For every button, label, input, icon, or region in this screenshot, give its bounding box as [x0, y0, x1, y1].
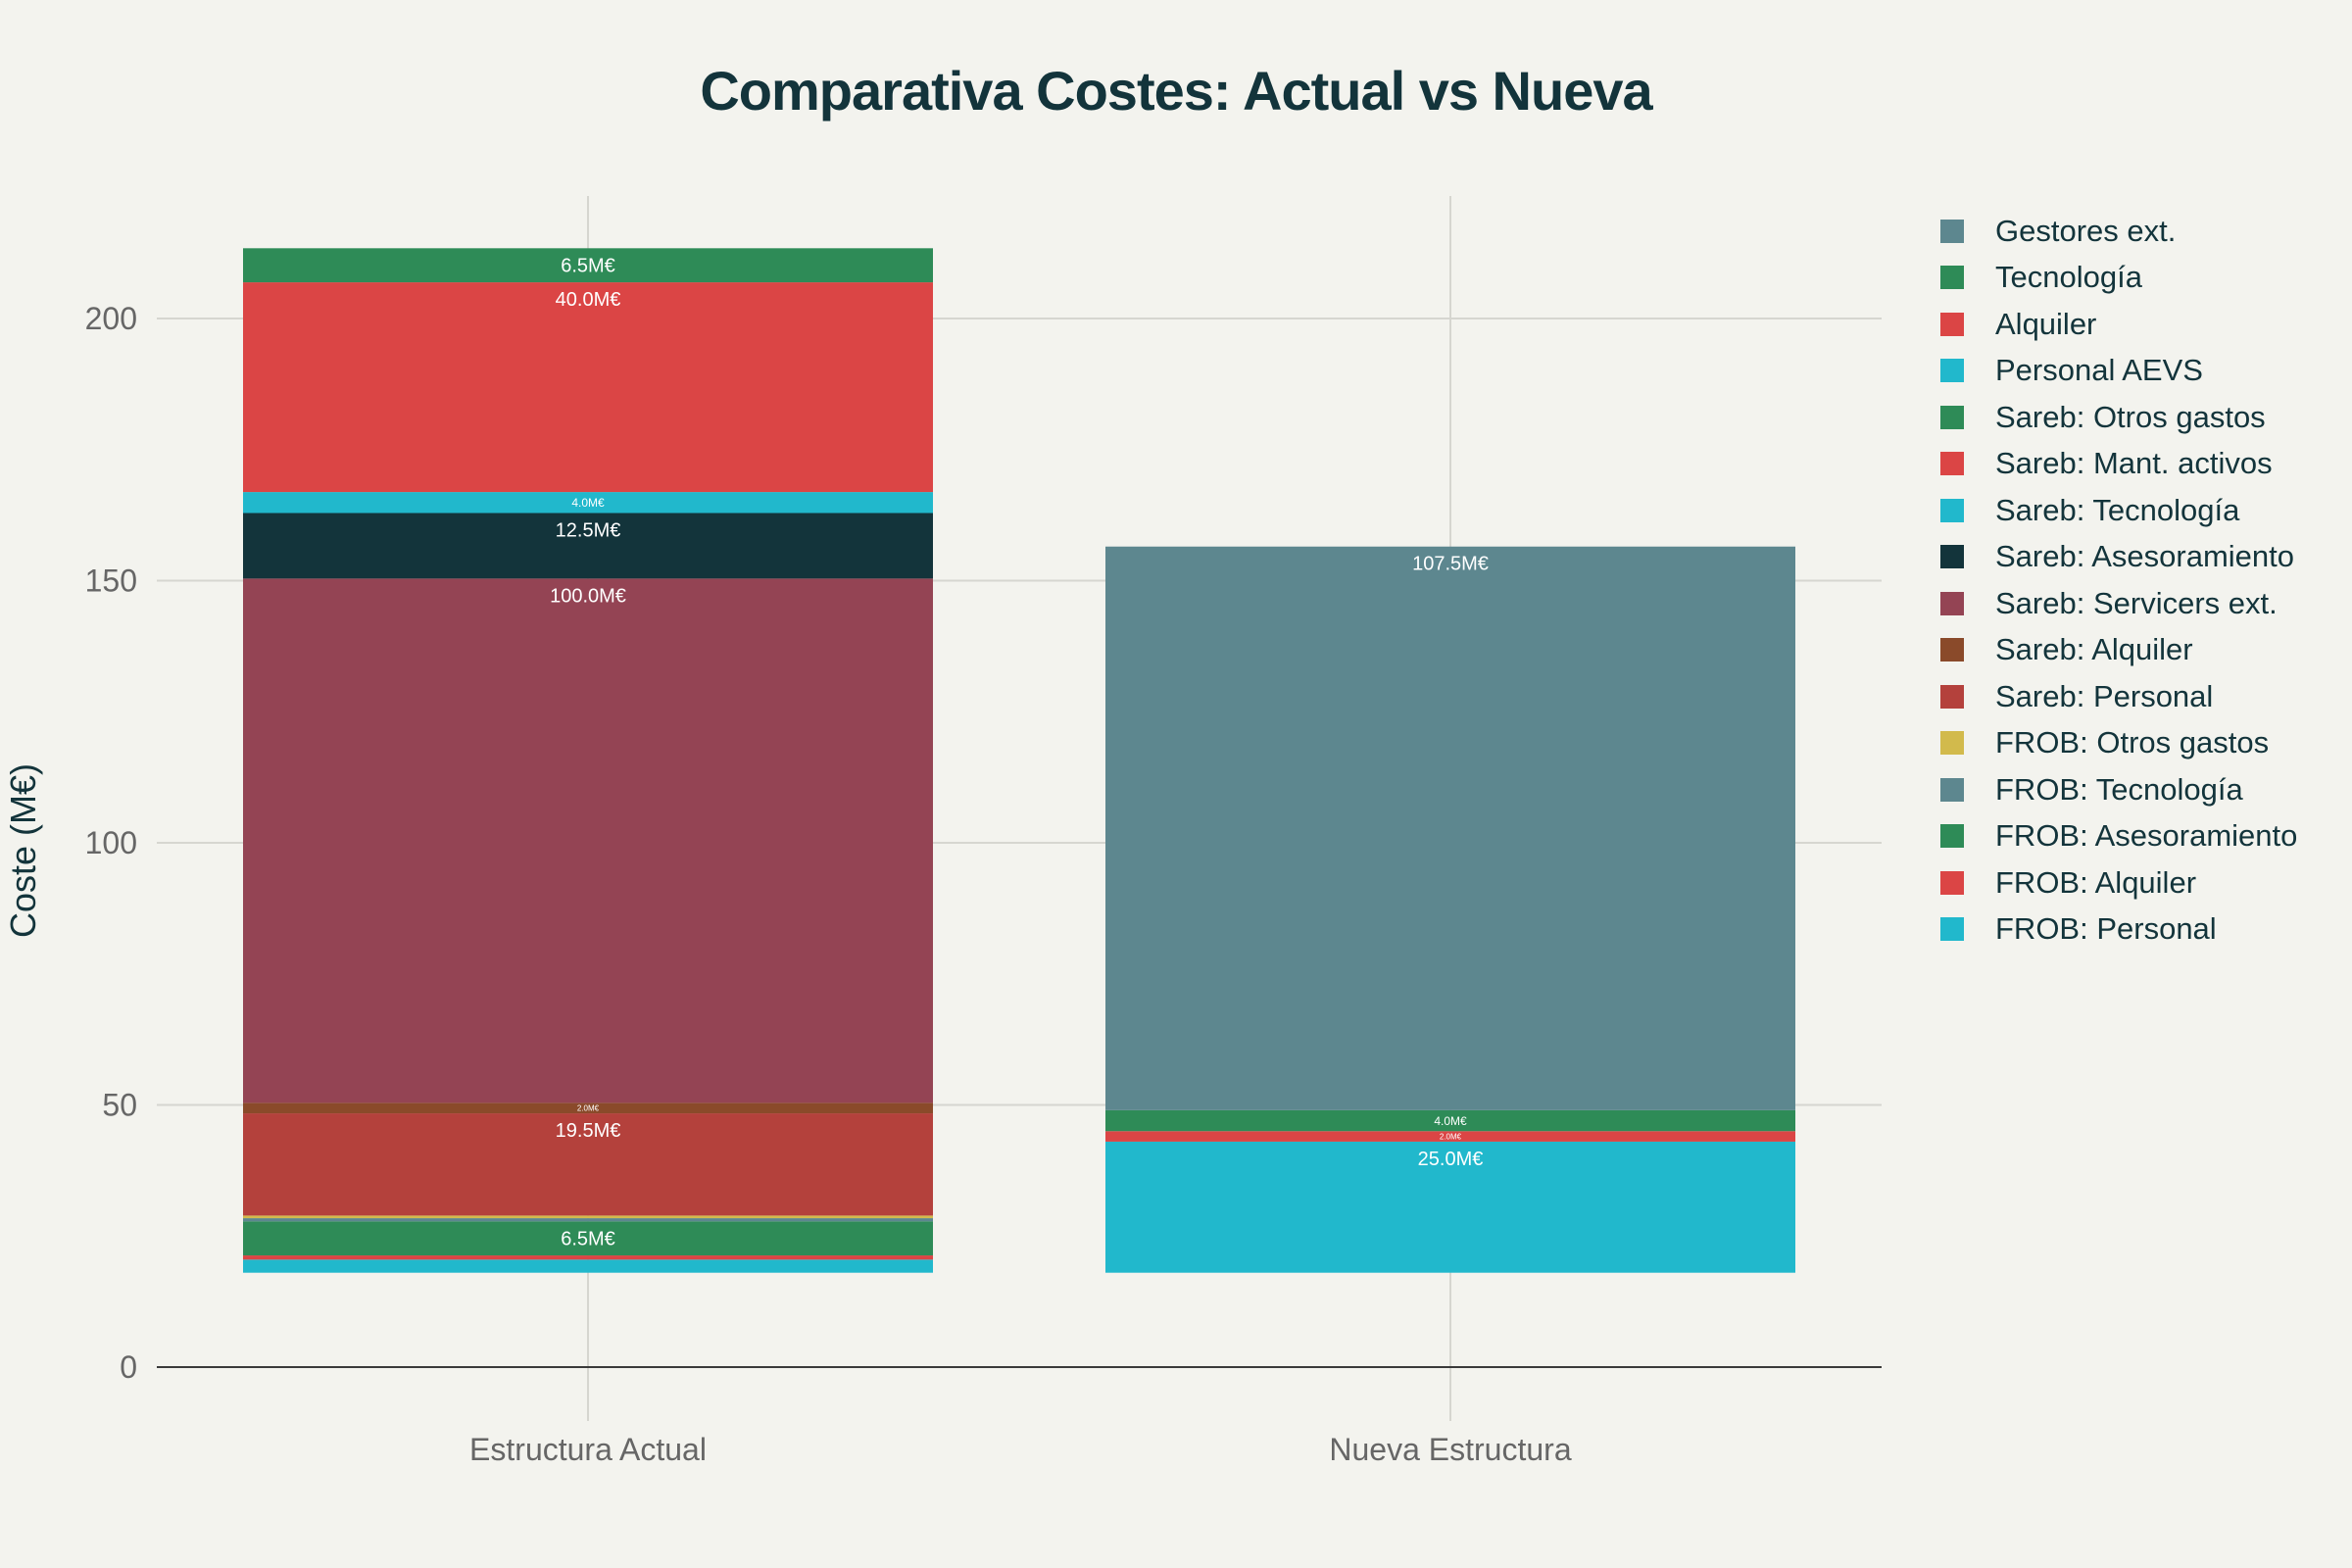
bars	[243, 248, 1795, 1273]
legend-swatch	[1940, 870, 1964, 895]
legend-item[interactable]: Sareb: Tecnología	[1940, 487, 2297, 534]
bar-segment	[243, 578, 933, 1103]
legend-label: Personal AEVS	[1995, 353, 2203, 388]
y-axis-label: Coste (M€)	[3, 763, 43, 938]
data-label: 4.0M€	[1434, 1114, 1467, 1128]
bar-segment	[243, 1215, 933, 1219]
y-tick-label: 50	[102, 1088, 137, 1123]
legend-item[interactable]: FROB: Tecnología	[1940, 766, 2297, 813]
legend-label: FROB: Otros gastos	[1995, 725, 2270, 760]
data-label: 100.0M€	[550, 585, 626, 607]
legend-swatch	[1940, 777, 1964, 802]
legend-item[interactable]: Sareb: Asesoramiento	[1940, 534, 2297, 581]
bar-segment	[243, 248, 933, 283]
legend-swatch	[1940, 545, 1964, 569]
legend-item[interactable]: Tecnología	[1940, 255, 2297, 302]
legend-item[interactable]: Sareb: Alquiler	[1940, 627, 2297, 674]
legend-label: Sareb: Tecnología	[1995, 492, 2240, 527]
legend-swatch	[1940, 638, 1964, 662]
legend-swatch	[1940, 731, 1964, 756]
bar-segment	[243, 1218, 933, 1222]
legend-label: FROB: Asesoramiento	[1995, 818, 2298, 854]
data-label: 19.5M€	[556, 1120, 621, 1142]
legend-label: FROB: Alquiler	[1995, 864, 2197, 900]
legend-item[interactable]: Personal AEVS	[1940, 348, 2297, 395]
y-tick-label: 150	[85, 564, 137, 599]
legend-label: Sareb: Personal	[1995, 678, 2214, 713]
legend-swatch	[1940, 266, 1964, 290]
data-label: 25.0M€	[1418, 1149, 1484, 1170]
data-labels: 6.5M€ 19.5M€ 2.0M€ 100.0M€ 12.5M€ 4.0M€ 40.0M€…	[550, 255, 1489, 1250]
bar-segment	[243, 1221, 933, 1256]
legend-label: Sareb: Mant. activos	[1995, 446, 2273, 481]
data-label: 6.5M€	[561, 255, 615, 276]
legend-swatch	[1940, 591, 1964, 615]
legend-item[interactable]: Sareb: Personal	[1940, 673, 2297, 720]
bar-segment	[1105, 1109, 1795, 1132]
y-tick-label: 0	[120, 1349, 137, 1385]
legend-swatch	[1940, 824, 1964, 849]
bar-segment	[1105, 546, 1795, 1110]
legend-item[interactable]: Sareb: Servicers ext.	[1940, 580, 2297, 627]
bar-segment	[1105, 1141, 1795, 1273]
y-tick-label: 200	[85, 301, 137, 336]
x-tick-label: Estructura Actual	[469, 1432, 707, 1467]
bar-segment	[243, 513, 933, 579]
y-tick-label: 100	[85, 825, 137, 860]
bar-segment	[243, 1102, 933, 1114]
legend-item[interactable]: FROB: Personal	[1940, 906, 2297, 954]
data-label: 4.0M€	[571, 496, 605, 510]
legend-label: Tecnología	[1995, 260, 2142, 295]
legend-label: FROB: Tecnología	[1995, 771, 2243, 807]
chart-title: Comparativa Costes: Actual vs Nueva	[700, 60, 1652, 122]
legend-label: Sareb: Servicers ext.	[1995, 585, 2278, 620]
legend-swatch	[1940, 498, 1964, 522]
data-label: 107.5M€	[1412, 554, 1489, 575]
data-label: 6.5M€	[561, 1228, 615, 1250]
legend-label: Sareb: Asesoramiento	[1995, 539, 2295, 574]
bar-segment	[243, 1259, 933, 1273]
bar-segment	[243, 282, 933, 493]
legend-swatch	[1940, 219, 1964, 243]
legend-label: Gestores ext.	[1995, 213, 2177, 248]
legend-swatch	[1940, 312, 1964, 336]
bar-segment	[243, 492, 933, 514]
legend-item[interactable]: Gestores ext.	[1940, 208, 2297, 255]
legend-swatch	[1940, 359, 1964, 383]
x-tick-label: Nueva Estructura	[1329, 1432, 1571, 1467]
legend-label: Sareb: Otros gastos	[1995, 399, 2266, 434]
legend-swatch	[1940, 917, 1964, 942]
axes: 0 50 100 150 200 Estructura Actual Nueva Estru…	[85, 301, 1882, 1467]
legend-swatch	[1940, 405, 1964, 429]
legend-item[interactable]: FROB: Asesoramiento	[1940, 813, 2297, 860]
legend-label: FROB: Personal	[1995, 911, 2217, 947]
legend-label: Alquiler	[1995, 306, 2097, 341]
legend-item[interactable]: FROB: Otros gastos	[1940, 720, 2297, 767]
data-label: 40.0M€	[556, 289, 621, 311]
data-label: 2.0M€	[1440, 1132, 1462, 1141]
bar-segment	[243, 1255, 933, 1260]
legend-item[interactable]: Sareb: Otros gastos	[1940, 394, 2297, 441]
legend-label: Sareb: Alquiler	[1995, 632, 2193, 667]
bar-segment	[1105, 1131, 1795, 1142]
legend-item[interactable]: Alquiler	[1940, 301, 2297, 348]
data-label: 12.5M€	[556, 519, 621, 541]
bar-segment	[243, 1113, 933, 1216]
legend-swatch	[1940, 452, 1964, 476]
legend: Gestores ext. Tecnología Alquiler Personal …	[1940, 208, 2297, 953]
legend-item[interactable]: Sareb: Mant. activos	[1940, 441, 2297, 488]
data-label: 2.0M€	[577, 1104, 600, 1113]
legend-item[interactable]: FROB: Alquiler	[1940, 859, 2297, 906]
legend-swatch	[1940, 684, 1964, 709]
